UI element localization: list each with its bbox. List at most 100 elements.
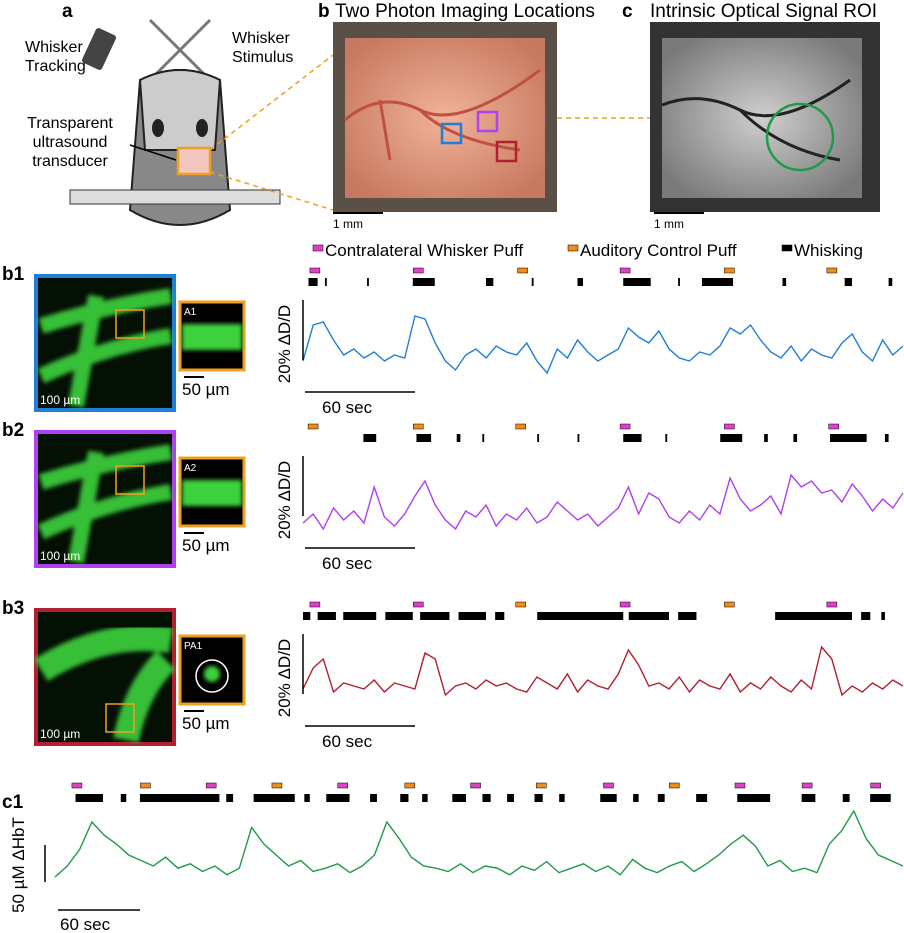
y-scale-label: 50 µM ΔHbT — [9, 817, 28, 913]
whisking-bar — [482, 434, 485, 442]
panel-title: Two Photon Imaging Locations — [335, 1, 595, 22]
whisking-bar — [537, 612, 624, 620]
panel-label: c — [622, 1, 633, 22]
stimulus-puff — [668, 782, 680, 789]
roi-box — [115, 465, 145, 495]
whisking-bar — [420, 612, 450, 620]
y-scale-label: 20% ΔD/D — [275, 305, 294, 383]
whisking-bar — [678, 612, 697, 620]
panel-label: b1 — [2, 264, 25, 285]
whisking-bar — [830, 434, 867, 442]
vessel-image — [37, 288, 173, 408]
panel-title: Intrinsic Optical Signal ROI — [650, 1, 877, 22]
transducer-label: transducer — [32, 153, 108, 170]
trace — [54, 809, 904, 878]
whisking-bar — [884, 434, 889, 442]
whisking-bar — [75, 794, 103, 802]
scale-label: 1 mm — [333, 217, 363, 231]
stimulus-puff — [870, 782, 881, 789]
tracking-label: Whisker — [25, 39, 83, 56]
whisking-bar — [623, 278, 651, 286]
inset-label: A1 — [184, 307, 197, 318]
mouse-illustration — [69, 18, 650, 226]
inset-vessel — [182, 324, 242, 350]
whisking-bar — [881, 612, 885, 620]
x-scale-label: 60 sec — [322, 554, 373, 573]
whisking-bar — [657, 794, 665, 802]
legend-label: Contralateral Whisker Puff — [325, 241, 523, 260]
whisking-bar — [888, 278, 893, 286]
whisking-bar — [253, 794, 295, 802]
whisking-bar — [844, 278, 852, 286]
whisking-bar — [623, 434, 642, 442]
stimulus-puff — [536, 782, 547, 789]
whisking-bar — [120, 794, 127, 802]
stimulus-puff — [724, 423, 735, 430]
stimulus-puff — [337, 782, 348, 789]
stimulus-puff — [619, 267, 631, 274]
stimulus-puff — [140, 782, 151, 789]
transducer-label: ultrasound — [33, 134, 108, 151]
whisking-bar — [600, 794, 617, 802]
panel-label: b — [318, 1, 330, 22]
stimulus-puff — [413, 267, 424, 274]
whisking-bar — [452, 794, 466, 802]
roi-box — [105, 703, 135, 733]
vessel-image — [34, 625, 176, 743]
inset-label: A2 — [184, 463, 197, 474]
stimulus-puff — [309, 601, 321, 608]
stimulus-label: Whisker — [232, 30, 290, 47]
tracking-label: Tracking — [25, 58, 86, 75]
inset-scale: 50 µm — [182, 536, 230, 555]
stimulus-puff — [724, 601, 735, 608]
whisking-bar — [701, 278, 734, 286]
whisking-bar — [139, 794, 220, 802]
texts: a Whisker Tracking Whisker Stimulus Tran… — [25, 1, 877, 231]
inset-label: PA1 — [184, 641, 203, 652]
stimulus-puff — [271, 782, 283, 789]
legend-swatch — [312, 244, 324, 252]
whisking-bar — [226, 794, 234, 802]
whisking-bar — [458, 612, 486, 620]
x-scale-label: 60 sec — [60, 915, 111, 933]
x-scale-label: 60 sec — [322, 398, 373, 417]
whisking-bar — [577, 278, 583, 286]
inset-scale: 50 µm — [182, 380, 230, 399]
whisking-bar — [531, 278, 534, 286]
whisking-bar — [367, 278, 369, 286]
whisking-bar — [326, 794, 350, 802]
stimulus-puff — [826, 267, 838, 274]
whisking-bar — [416, 434, 432, 442]
stimulus-puff — [619, 423, 631, 430]
legend-label: Whisking — [794, 241, 863, 260]
whisking-bar — [633, 794, 639, 802]
image-scale: 100 µm — [40, 393, 80, 407]
x-scale-label: 60 sec — [322, 732, 373, 751]
trace — [302, 645, 904, 697]
image-scale: 100 µm — [40, 727, 80, 741]
legend-swatch — [567, 244, 579, 252]
whisking-bar — [343, 612, 377, 620]
stimulus-puff — [724, 267, 735, 274]
whisking-bar — [665, 434, 668, 442]
whisking-bar — [720, 434, 743, 442]
whisking-bar — [303, 612, 311, 620]
roi-box — [115, 309, 145, 339]
whisking-bar — [801, 794, 816, 802]
whisking-bar — [793, 434, 798, 442]
panel-label: c1 — [2, 792, 24, 813]
whisking-bar — [737, 794, 771, 802]
whisking-bar — [782, 278, 787, 286]
panel-label: a — [62, 1, 73, 22]
whisking-bar — [308, 278, 318, 286]
stimulus-puff — [515, 601, 527, 608]
vessel-image — [37, 444, 173, 564]
whisking-bar — [696, 794, 708, 802]
whisking-bar — [456, 434, 461, 442]
stimulus-puff — [413, 423, 424, 430]
whisking-bar — [628, 612, 669, 620]
stimulus-puff — [828, 423, 839, 430]
stimulus-puff — [413, 601, 424, 608]
whisking-bar — [422, 794, 428, 802]
